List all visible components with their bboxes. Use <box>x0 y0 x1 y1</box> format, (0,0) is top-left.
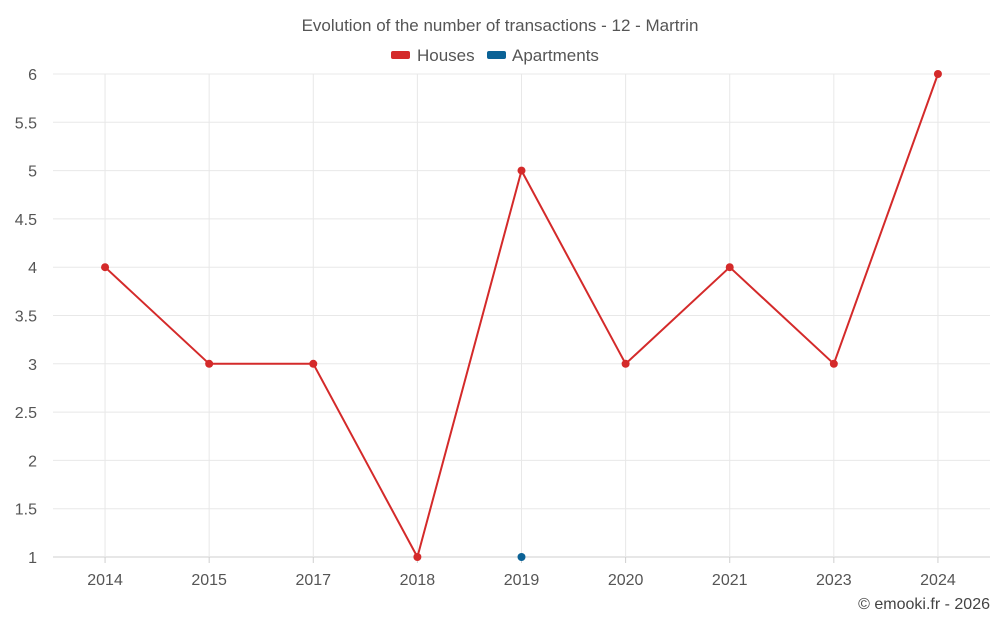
y-tick-label-2-5: 2.5 <box>15 405 37 422</box>
point-houses-2024[interactable] <box>933 70 942 78</box>
legend-item-houses[interactable]: Houses <box>391 46 475 65</box>
y-tick-label-1-5: 1.5 <box>15 502 37 519</box>
point-houses-2021[interactable] <box>725 263 734 272</box>
x-axis-ticks: 2014 2015 2017 2018 2019 2020 2021 2023 2024 <box>87 557 956 589</box>
point-houses-2018[interactable] <box>413 553 422 561</box>
y-tick-label-6: 6 <box>28 67 37 84</box>
y-tick-label-3-5: 3.5 <box>15 309 37 326</box>
credit-text: © emooki.fr - 2026 <box>858 596 990 613</box>
y-axis-ticks: 1 1.5 2 2.5 3 3.5 4 4.5 5 5.5 6 <box>15 67 37 567</box>
legend-label-apartments: Apartments <box>512 46 599 65</box>
point-houses-2019[interactable] <box>517 166 526 175</box>
y-tick-label-5: 5 <box>28 164 37 181</box>
y-tick-label-1: 1 <box>28 550 37 567</box>
y-tick-label-2: 2 <box>28 453 37 470</box>
x-tick-label-2023: 2023 <box>816 572 852 589</box>
point-houses-2017[interactable] <box>309 359 318 368</box>
point-houses-2023[interactable] <box>829 359 838 368</box>
y-tick-label-4-5: 4.5 <box>15 212 37 229</box>
point-houses-2014[interactable] <box>101 263 110 272</box>
x-tick-label-2015: 2015 <box>191 572 227 589</box>
x-tick-label-2024: 2024 <box>920 572 956 589</box>
series-layer <box>101 70 942 561</box>
x-tick-label-2020: 2020 <box>608 572 644 589</box>
legend-label-houses: Houses <box>417 46 475 65</box>
legend: Houses Apartments <box>391 46 599 65</box>
chart-title: Evolution of the number of transactions … <box>302 16 699 35</box>
legend-swatch-houses <box>391 51 410 59</box>
legend-swatch-apartments <box>487 51 506 59</box>
x-tick-label-2018: 2018 <box>400 572 436 589</box>
point-houses-2015[interactable] <box>205 359 214 368</box>
legend-item-apartments[interactable]: Apartments <box>487 46 599 65</box>
y-tick-label-5-5: 5.5 <box>15 115 37 132</box>
grid <box>53 73 990 558</box>
point-houses-2020[interactable] <box>621 359 630 368</box>
x-tick-label-2014: 2014 <box>87 572 123 589</box>
point-apartments-2019[interactable] <box>517 553 526 561</box>
x-tick-label-2017: 2017 <box>295 572 331 589</box>
x-tick-label-2019: 2019 <box>504 572 540 589</box>
y-tick-label-4: 4 <box>28 260 37 277</box>
y-tick-label-3: 3 <box>28 357 37 374</box>
x-tick-label-2021: 2021 <box>712 572 748 589</box>
